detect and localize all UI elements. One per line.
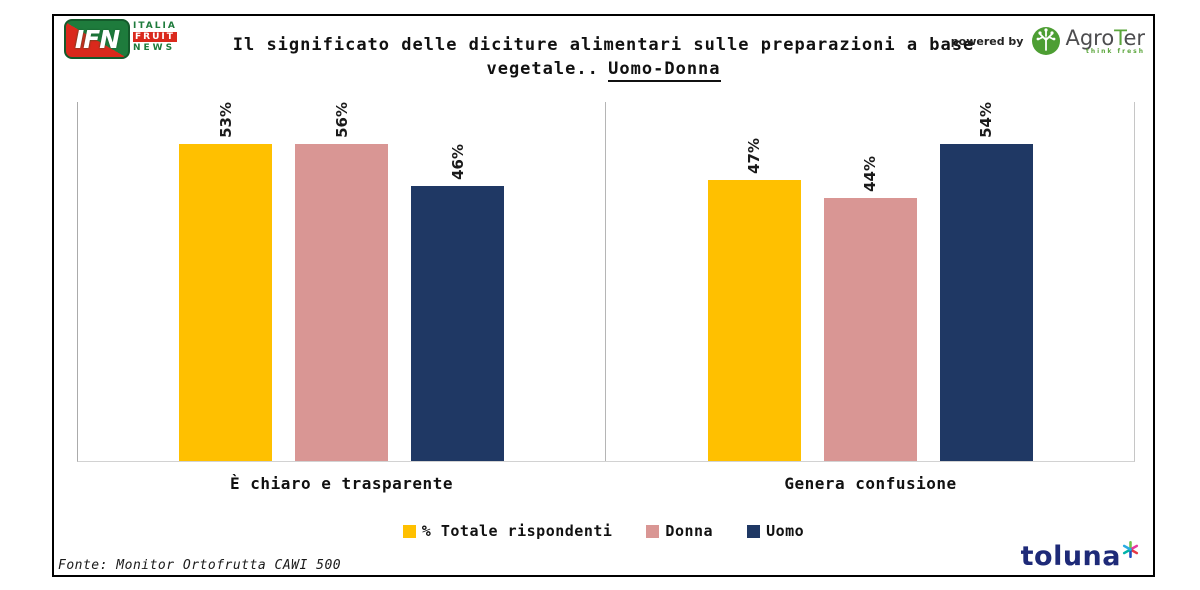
- bar-column: 47%: [707, 102, 801, 461]
- bar-value-label: 54%: [977, 102, 995, 138]
- bar: [939, 143, 1033, 461]
- ifn-logo: IFN ITALIA FRUIT NEWS: [64, 19, 177, 59]
- bar-column: 54%: [939, 102, 1033, 461]
- bar-value-label: 44%: [861, 155, 879, 192]
- bar: [179, 143, 272, 461]
- bar-group: 47% 44% 54%: [606, 102, 1134, 461]
- agroter-logo: AgroTer think fresh: [1031, 26, 1145, 56]
- legend-item: Donna: [646, 522, 713, 540]
- ifn-line-italia: ITALIA: [133, 21, 177, 31]
- legend: % Totale rispondenti Donna Uomo: [54, 522, 1153, 540]
- chart-title: Il significato delle diciture alimentari…: [174, 33, 1033, 82]
- legend-item: % Totale rispondenti: [402, 522, 613, 540]
- chart-title-line2-prefix: vegetale..: [486, 59, 599, 79]
- bar-column: 56%: [295, 102, 388, 461]
- agroter-name: AgroTer: [1065, 25, 1145, 50]
- ifn-badge-icon: IFN: [64, 19, 130, 59]
- legend-item: Uomo: [747, 522, 804, 540]
- ifn-abbr: IFN: [74, 24, 120, 54]
- toluna-asterisk-icon: [1122, 541, 1139, 558]
- bar-value-label: 53%: [216, 102, 235, 138]
- legend-label: Uomo: [766, 522, 805, 540]
- legend-label: Donna: [665, 522, 714, 540]
- agroter-wordmark: AgroTer think fresh: [1065, 25, 1145, 55]
- bar-column: 46%: [411, 102, 504, 461]
- bar-value-label: 47%: [745, 137, 763, 174]
- ifn-line-fruit: FRUIT: [133, 32, 177, 42]
- bar: [707, 179, 801, 461]
- bar: [823, 197, 917, 461]
- category-axis: È chiaro e trasparente Genera confusione: [77, 474, 1135, 493]
- ifn-line-news: NEWS: [133, 43, 176, 53]
- category-label: È chiaro e trasparente: [230, 474, 453, 493]
- chart-title-line2: vegetale.. Uomo-Donna: [174, 57, 1033, 82]
- bar-value-label: 46%: [448, 143, 467, 180]
- powered-by-label: powered by: [950, 34, 1024, 48]
- bar-value-label: 56%: [332, 102, 351, 138]
- agroter-tree-icon: [1032, 27, 1061, 55]
- agroter-tagline: think fresh: [1085, 47, 1145, 55]
- plot-area: 53% 56% 46% 47% 44% 54%: [77, 102, 1135, 462]
- bar-column: 44%: [823, 102, 917, 461]
- legend-swatch: [402, 524, 416, 538]
- ifn-wordmark: ITALIA FRUIT NEWS: [133, 19, 177, 53]
- legend-label: % Totale rispondenti: [421, 522, 613, 540]
- chart-title-line1: Il significato delle diciture alimentari…: [232, 35, 975, 55]
- toluna-wordmark: toluna: [1020, 541, 1121, 572]
- bar: [295, 143, 388, 461]
- legend-swatch: [747, 524, 761, 538]
- source-note: Fonte: Monitor Ortofrutta CAWI 500: [58, 558, 342, 573]
- bar: [411, 185, 504, 461]
- chart-card: IFN ITALIA FRUIT NEWS Il significato del…: [52, 14, 1155, 577]
- chart-title-uomo-donna: Uomo-Donna: [608, 59, 721, 82]
- bar-group: 53% 56% 46%: [78, 102, 606, 461]
- powered-by-block: powered by AgroTer think fresh: [951, 26, 1145, 56]
- toluna-logo: toluna: [1020, 541, 1139, 572]
- category-label: Genera confusione: [784, 474, 957, 493]
- legend-swatch: [646, 524, 660, 538]
- bar-column: 53%: [179, 102, 272, 461]
